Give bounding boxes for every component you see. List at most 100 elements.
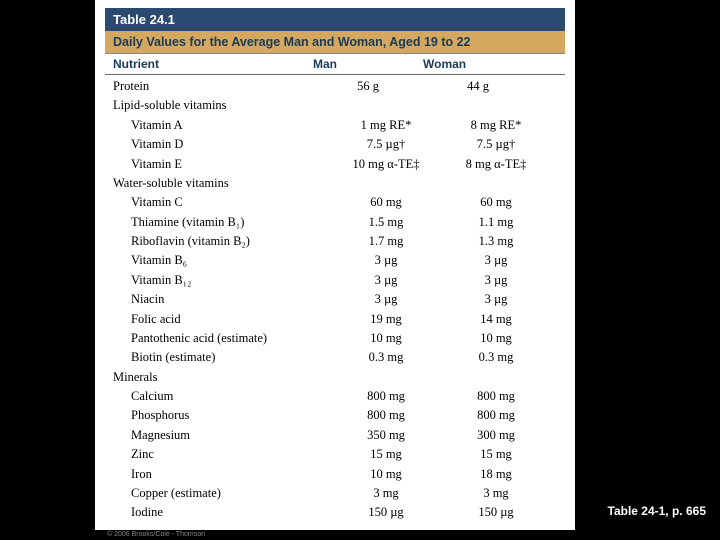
nutrient-cell: Vitamin D (113, 135, 331, 154)
man-cell: 7.5 µg† (331, 135, 441, 154)
table-row: Minerals (113, 368, 557, 387)
header-woman: Woman (423, 57, 533, 71)
man-cell: 60 mg (331, 193, 441, 212)
nutrient-cell: Water-soluble vitamins (113, 174, 313, 193)
woman-cell: 60 mg (441, 193, 551, 212)
nutrient-cell: Vitamin B₆ (113, 251, 331, 270)
woman-cell: 3 mg (441, 484, 551, 503)
table-row: Vitamin C60 mg60 mg (113, 193, 557, 212)
woman-cell: 0.3 mg (441, 348, 551, 367)
man-cell: 10 mg (331, 465, 441, 484)
nutrient-cell: Riboflavin (vitamin B₂) (113, 232, 331, 251)
man-cell: 10 mg α-TE‡ (331, 155, 441, 174)
woman-cell: 44 g (423, 77, 533, 96)
nutrient-cell: Iodine (113, 503, 331, 522)
nutrient-cell: Niacin (113, 290, 331, 309)
nutrient-cell: Thiamine (vitamin B₁) (113, 213, 331, 232)
man-cell: 150 µg (331, 503, 441, 522)
man-cell: 3 µg (331, 251, 441, 270)
table-row: Iodine150 µg150 µg (113, 503, 557, 522)
table-row: Folic acid19 mg14 mg (113, 310, 557, 329)
header-man: Man (313, 57, 423, 71)
nutrient-cell: Magnesium (113, 426, 331, 445)
woman-cell: 1.1 mg (441, 213, 551, 232)
woman-cell (423, 174, 533, 193)
man-cell (313, 368, 423, 387)
man-cell: 800 mg (331, 406, 441, 425)
slide-caption: Table 24-1, p. 665 (604, 502, 711, 520)
table-row: Pantothenic acid (estimate)10 mg10 mg (113, 329, 557, 348)
man-cell: 10 mg (331, 329, 441, 348)
nutrient-cell: Vitamin A (113, 116, 331, 135)
nutrient-cell: Iron (113, 465, 331, 484)
table-row: Vitamin A1 mg RE*8 mg RE* (113, 116, 557, 135)
nutrient-cell: Vitamin E (113, 155, 331, 174)
man-cell: 800 mg (331, 387, 441, 406)
table-title: Daily Values for the Average Man and Wom… (105, 31, 565, 54)
table-row: Phosphorus800 mg800 mg (113, 406, 557, 425)
man-cell: 0.3 mg (331, 348, 441, 367)
table-row: Magnesium350 mg300 mg (113, 426, 557, 445)
man-cell: 1.7 mg (331, 232, 441, 251)
man-cell: 3 µg (331, 290, 441, 309)
woman-cell (423, 96, 533, 115)
page-container: Table 24.1 Daily Values for the Average … (95, 0, 575, 530)
table-row: Lipid-soluble vitamins (113, 96, 557, 115)
header-nutrient: Nutrient (113, 57, 313, 71)
nutrient-cell: Vitamin C (113, 193, 331, 212)
nutrient-cell: Vitamin B₁₂ (113, 271, 331, 290)
nutrient-cell: Folic acid (113, 310, 331, 329)
copyright-text: © 2006 Brooks/Cole - Thomson (95, 523, 575, 538)
woman-cell: 15 mg (441, 445, 551, 464)
table-row: Water-soluble vitamins (113, 174, 557, 193)
table-row: Niacin3 µg3 µg (113, 290, 557, 309)
nutrient-cell: Zinc (113, 445, 331, 464)
nutrient-cell: Biotin (estimate) (113, 348, 331, 367)
nutrient-cell: Protein (113, 77, 313, 96)
table-row: Copper (estimate)3 mg3 mg (113, 484, 557, 503)
table-body: Protein56 g44 gLipid-soluble vitaminsVit… (105, 75, 565, 523)
woman-cell: 14 mg (441, 310, 551, 329)
table-row: Vitamin B₆3 µg3 µg (113, 251, 557, 270)
man-cell: 3 mg (331, 484, 441, 503)
table-row: Calcium800 mg800 mg (113, 387, 557, 406)
table-row: Thiamine (vitamin B₁)1.5 mg1.1 mg (113, 213, 557, 232)
man-cell: 15 mg (331, 445, 441, 464)
nutrient-cell: Calcium (113, 387, 331, 406)
man-cell: 1.5 mg (331, 213, 441, 232)
woman-cell: 1.3 mg (441, 232, 551, 251)
table-row: Zinc15 mg15 mg (113, 445, 557, 464)
woman-cell: 3 µg (441, 290, 551, 309)
nutrient-cell: Pantothenic acid (estimate) (113, 329, 331, 348)
woman-cell: 3 µg (441, 271, 551, 290)
man-cell: 350 mg (331, 426, 441, 445)
man-cell (313, 174, 423, 193)
woman-cell: 8 mg RE* (441, 116, 551, 135)
woman-cell: 10 mg (441, 329, 551, 348)
woman-cell: 7.5 µg† (441, 135, 551, 154)
man-cell: 19 mg (331, 310, 441, 329)
woman-cell: 150 µg (441, 503, 551, 522)
table-row: Biotin (estimate)0.3 mg0.3 mg (113, 348, 557, 367)
man-cell (313, 96, 423, 115)
table-row: Vitamin B₁₂3 µg3 µg (113, 271, 557, 290)
woman-cell: 800 mg (441, 406, 551, 425)
table-number: Table 24.1 (105, 8, 565, 31)
woman-cell (423, 368, 533, 387)
table-row: Vitamin D7.5 µg†7.5 µg† (113, 135, 557, 154)
table-row: Riboflavin (vitamin B₂)1.7 mg1.3 mg (113, 232, 557, 251)
man-cell: 3 µg (331, 271, 441, 290)
woman-cell: 8 mg α-TE‡ (441, 155, 551, 174)
table: Table 24.1 Daily Values for the Average … (105, 8, 565, 523)
nutrient-cell: Copper (estimate) (113, 484, 331, 503)
woman-cell: 18 mg (441, 465, 551, 484)
nutrient-cell: Phosphorus (113, 406, 331, 425)
table-row: Iron10 mg18 mg (113, 465, 557, 484)
man-cell: 1 mg RE* (331, 116, 441, 135)
woman-cell: 300 mg (441, 426, 551, 445)
man-cell: 56 g (313, 77, 423, 96)
table-row: Vitamin E10 mg α-TE‡8 mg α-TE‡ (113, 155, 557, 174)
woman-cell: 800 mg (441, 387, 551, 406)
nutrient-cell: Minerals (113, 368, 313, 387)
woman-cell: 3 µg (441, 251, 551, 270)
